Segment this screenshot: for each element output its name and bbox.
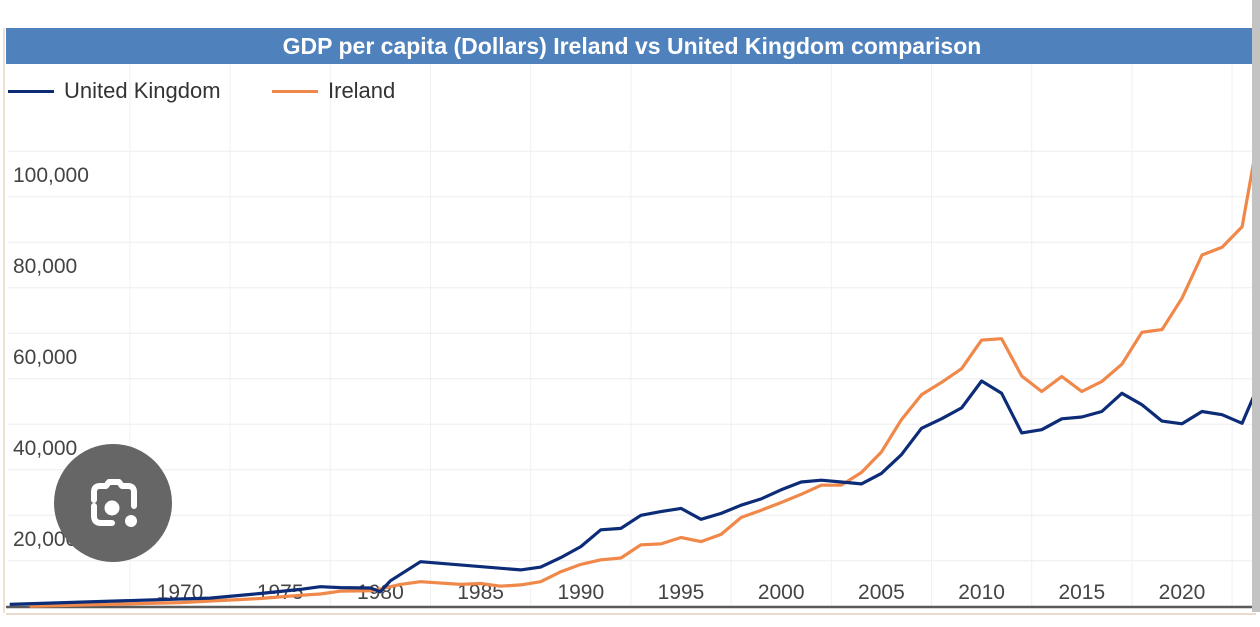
x-tick-label: 2010	[958, 581, 1005, 604]
x-tick-label: 2020	[1159, 581, 1206, 604]
camera-lens-icon	[91, 479, 137, 527]
lens-search-button[interactable]	[54, 444, 172, 562]
series-ireland	[29, 160, 1256, 608]
y-tick-label: 60,000	[13, 346, 77, 369]
scrollbar[interactable]	[1252, 0, 1260, 612]
y-tick-label: 20,000	[13, 528, 77, 551]
x-tick-label: 1995	[658, 581, 705, 604]
y-tick-label: 100,000	[13, 164, 89, 187]
series-united-kingdom	[9, 379, 1256, 606]
y-axis: 20,000 40,000 60,000 80,000 100,000	[13, 164, 89, 551]
y-tick-label: 80,000	[13, 255, 77, 278]
legend-label-uk: United Kingdom	[64, 78, 221, 103]
x-tick-label: 1985	[457, 581, 504, 604]
x-tick-label: 2000	[758, 581, 805, 604]
frame-border	[3, 28, 5, 613]
x-tick-label: 2005	[858, 581, 905, 604]
legend-item-ireland[interactable]: Ireland	[272, 76, 395, 106]
y-tick-label: 40,000	[13, 437, 77, 460]
x-tick-label: 1990	[557, 581, 604, 604]
series-line	[29, 160, 1256, 608]
grid	[8, 64, 1252, 607]
legend-swatch-uk	[8, 89, 54, 93]
series-line	[9, 379, 1256, 606]
frame-bottom-border	[6, 613, 1256, 615]
legend-swatch-ireland	[272, 89, 318, 93]
x-tick-label: 2015	[1058, 581, 1105, 604]
legend-item-united-kingdom[interactable]: United Kingdom	[8, 76, 221, 106]
x-axis: 1970 1975 1980 1985 1990 1995 2000 2005 2010 2015…	[157, 581, 1206, 604]
chart-title: GDP per capita (Dollars) Ireland vs Unit…	[6, 28, 1258, 64]
series-group	[9, 160, 1256, 608]
legend-label-ireland: Ireland	[328, 78, 396, 103]
